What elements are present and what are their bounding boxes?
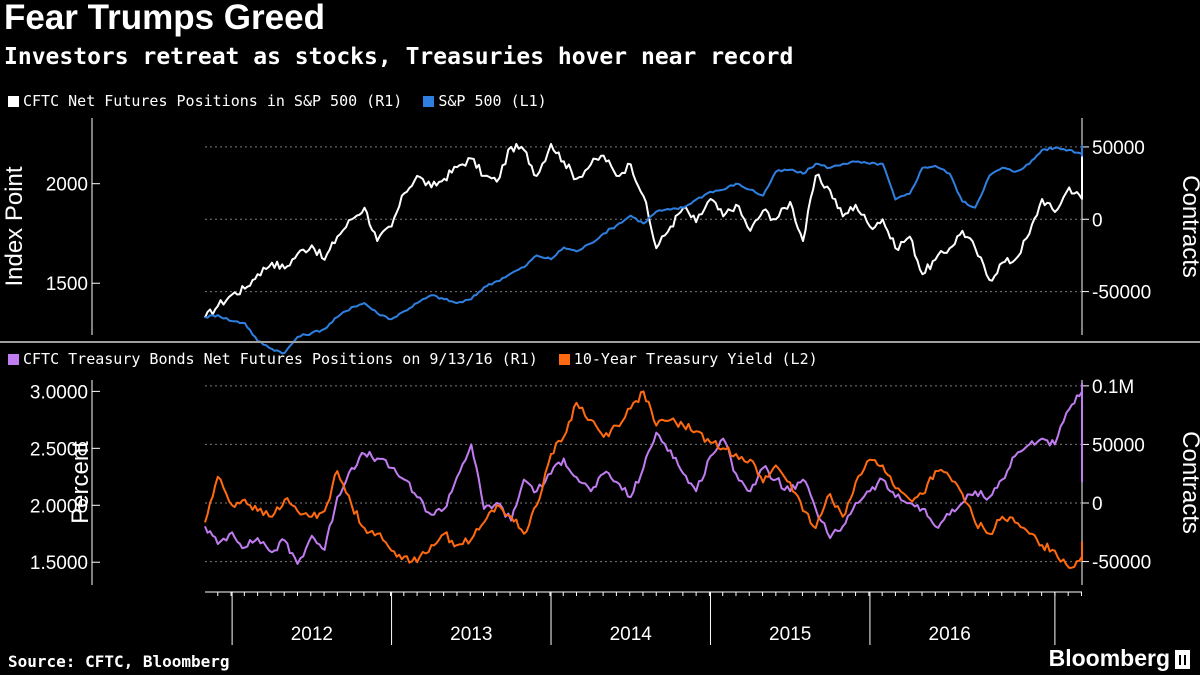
left-tick-label-1-1: 2.0000 [30,496,88,517]
right-tick-label-1-2: 50000 [1092,435,1145,456]
legend-label-sp500: S&P 500 (L1) [438,92,547,110]
right-tick-label-1-1: 0 [1092,494,1103,515]
legend-item-treasury-yield: 10-Year Treasury Yield (L2) [558,350,818,368]
legend-swatch-blue [423,96,435,107]
series-line-10-year-treasury-yield [204,390,1083,569]
legend-item-cftc-sp500: CFTC Net Futures Positions in S&P 500 (R… [8,92,402,110]
bottom-legend: CFTC Treasury Bonds Net Futures Position… [8,350,830,368]
chart-subtitle: Investors retreat as stocks, Treasuries … [4,44,794,70]
right-axis-title-1: Contracts [1177,431,1200,534]
x-tick-label-2015: 2015 [769,624,811,645]
bloomberg-logo: Bloomberg [1049,645,1190,672]
left-tick-label-1-3: 3.0000 [30,382,88,403]
left-axis-title-1: Percent [67,441,94,524]
source-note: Source: CFTC, Bloomberg [8,652,230,671]
chart-title: Fear Trumps Greed [4,0,325,37]
left-axis-title-0: Index Point [1,166,28,286]
legend-swatch-white [8,96,19,107]
left-tick-label-1-0: 1.5000 [30,553,88,574]
legend-item-sp500: S&P 500 (L1) [423,92,547,110]
right-tick-label-0-1: 0 [1092,210,1103,231]
x-tick-label-2012: 2012 [291,624,333,645]
left-tick-label-0-0: 1500 [46,274,88,295]
legend-swatch-purple [8,354,19,365]
series-line-cftc-net-futures-positions-in-s-p-500 [204,143,1083,319]
legend-label-treasury-yield: 10-Year Treasury Yield (L2) [573,350,818,368]
right-tick-label-0-0: -50000 [1092,283,1151,304]
legend-label-cftc-sp500: CFTC Net Futures Positions in S&P 500 (R… [23,92,403,110]
series-line-s-p-500 [204,144,1083,355]
legend-item-cftc-treasury: CFTC Treasury Bonds Net Futures Position… [8,350,538,368]
right-tick-label-1-3: 0.1M [1092,377,1134,398]
x-tick-label-2014: 2014 [610,624,653,645]
series-line-cftc-treasury-bonds-net-futures-positions-on-9-13-16 [204,382,1083,565]
right-tick-label-0-2: 50000 [1092,138,1145,159]
legend-swatch-orange [558,354,570,365]
right-axis-title-0: Contracts [1177,175,1200,278]
x-tick-label-2016: 2016 [929,624,971,645]
bloomberg-logo-icon [1175,650,1190,669]
left-tick-label-0-1: 2000 [46,175,88,196]
x-tick-label-2013: 2013 [450,624,492,645]
legend-label-cftc-treasury: CFTC Treasury Bonds Net Futures Position… [23,350,538,368]
right-tick-label-1-0: -50000 [1092,553,1151,574]
brand-name: Bloomberg [1048,645,1170,671]
top-legend: CFTC Net Futures Positions in S&P 500 (R… [8,92,559,110]
left-tick-label-1-2: 2.5000 [30,439,88,460]
